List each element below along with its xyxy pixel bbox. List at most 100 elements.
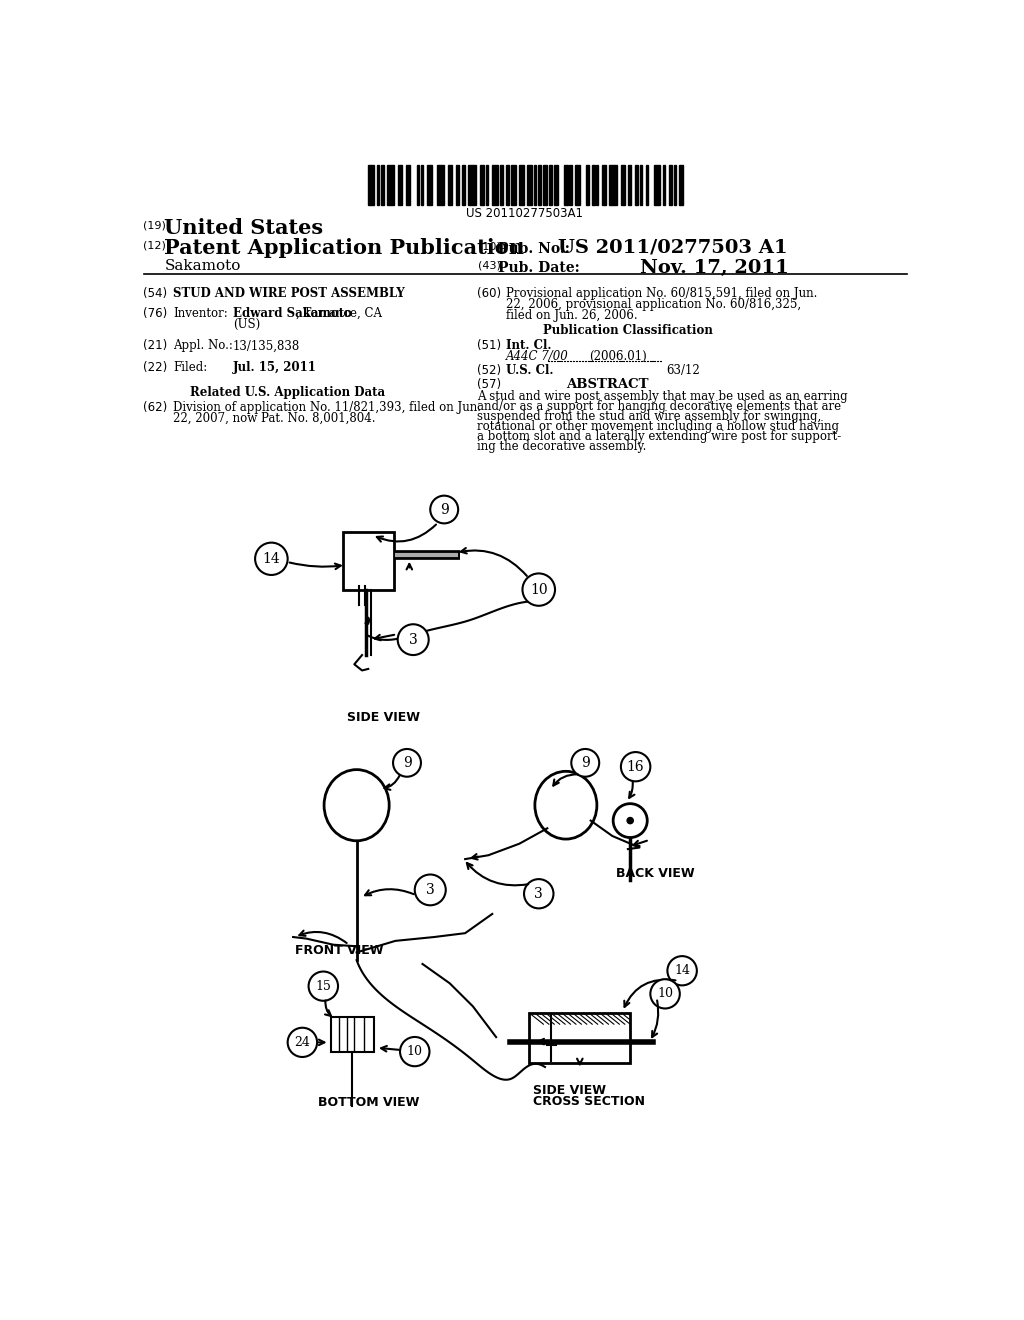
Bar bbox=[569, 165, 572, 205]
Bar bbox=[519, 165, 524, 205]
Text: U.S. Cl.: U.S. Cl. bbox=[506, 364, 554, 378]
Bar bbox=[406, 165, 410, 205]
Text: 10: 10 bbox=[530, 582, 548, 597]
Text: 14: 14 bbox=[262, 552, 281, 566]
Text: SIDE VIEW: SIDE VIEW bbox=[532, 1084, 605, 1097]
Text: and/or as a support for hanging decorative elements that are: and/or as a support for hanging decorati… bbox=[477, 400, 841, 413]
Text: Nov. 17, 2011: Nov. 17, 2011 bbox=[640, 259, 788, 276]
Bar bbox=[386, 165, 394, 205]
Text: Appl. No.:: Appl. No.: bbox=[173, 339, 232, 352]
Text: filed on Jun. 26, 2006.: filed on Jun. 26, 2006. bbox=[506, 309, 638, 322]
Text: 14: 14 bbox=[674, 964, 690, 977]
Text: (60): (60) bbox=[477, 286, 501, 300]
Text: Jul. 15, 2011: Jul. 15, 2011 bbox=[232, 360, 316, 374]
Text: CROSS SECTION: CROSS SECTION bbox=[532, 1096, 644, 1109]
Text: Publication Classification: Publication Classification bbox=[543, 323, 713, 337]
Bar bbox=[480, 165, 483, 205]
Text: 16: 16 bbox=[627, 760, 644, 774]
Bar bbox=[462, 165, 465, 205]
Text: rotational or other movement including a hollow stud having: rotational or other movement including a… bbox=[477, 420, 839, 433]
Text: United States: United States bbox=[165, 218, 324, 238]
Bar bbox=[609, 165, 616, 205]
Text: 3: 3 bbox=[535, 887, 543, 900]
Text: ABSTRACT: ABSTRACT bbox=[566, 378, 648, 391]
Circle shape bbox=[415, 875, 445, 906]
Bar bbox=[586, 165, 589, 205]
Text: 15: 15 bbox=[315, 979, 331, 993]
Bar bbox=[421, 165, 423, 205]
Text: (12): (12) bbox=[143, 240, 166, 251]
Circle shape bbox=[397, 624, 429, 655]
Bar bbox=[369, 165, 374, 205]
Text: Provisional application No. 60/815,591, filed on Jun.: Provisional application No. 60/815,591, … bbox=[506, 286, 817, 300]
Text: US 2011/0277503 A1: US 2011/0277503 A1 bbox=[558, 239, 787, 256]
Bar bbox=[554, 165, 558, 205]
Bar bbox=[669, 165, 672, 205]
Text: A stud and wire post assembly that may be used as an earring: A stud and wire post assembly that may b… bbox=[477, 391, 848, 403]
Circle shape bbox=[621, 752, 650, 781]
Bar bbox=[377, 165, 379, 205]
Text: 3: 3 bbox=[426, 883, 434, 896]
Text: 24: 24 bbox=[295, 1036, 310, 1049]
Text: Pub. Date:: Pub. Date: bbox=[499, 261, 581, 275]
Circle shape bbox=[522, 573, 555, 606]
Circle shape bbox=[613, 804, 647, 838]
Bar bbox=[381, 165, 384, 205]
Text: 9: 9 bbox=[581, 756, 590, 770]
Text: , Torrance, CA: , Torrance, CA bbox=[296, 308, 382, 319]
Text: 10: 10 bbox=[657, 987, 673, 1001]
Text: Related U.S. Application Data: Related U.S. Application Data bbox=[190, 385, 385, 399]
Text: Edward Sakamoto: Edward Sakamoto bbox=[232, 308, 351, 319]
Bar bbox=[500, 165, 503, 205]
Text: FRONT VIEW: FRONT VIEW bbox=[295, 944, 383, 957]
Bar bbox=[629, 165, 631, 205]
Circle shape bbox=[524, 879, 554, 908]
Text: SIDE VIEW: SIDE VIEW bbox=[346, 711, 420, 725]
Bar bbox=[468, 165, 476, 205]
Text: STUD AND WIRE POST ASSEMBLY: STUD AND WIRE POST ASSEMBLY bbox=[173, 286, 404, 300]
Circle shape bbox=[288, 1028, 317, 1057]
Bar bbox=[529, 1014, 630, 1063]
Bar bbox=[592, 165, 595, 205]
Circle shape bbox=[255, 543, 288, 576]
Bar bbox=[527, 165, 531, 205]
Text: suspended from the stud and wire assembly for swinging,: suspended from the stud and wire assembl… bbox=[477, 411, 821, 424]
Bar bbox=[635, 165, 638, 205]
Bar bbox=[679, 165, 683, 205]
Bar bbox=[602, 165, 606, 205]
Ellipse shape bbox=[324, 770, 389, 841]
Text: Division of application No. 11/821,393, filed on Jun.: Division of application No. 11/821,393, … bbox=[173, 401, 481, 414]
Bar bbox=[645, 165, 648, 205]
Bar bbox=[596, 165, 598, 205]
Text: 10: 10 bbox=[407, 1045, 423, 1059]
Text: 22, 2007, now Pat. No. 8,001,804.: 22, 2007, now Pat. No. 8,001,804. bbox=[173, 412, 376, 425]
Text: Inventor:: Inventor: bbox=[173, 308, 227, 319]
Text: (52): (52) bbox=[477, 364, 501, 378]
Bar bbox=[449, 165, 452, 205]
Circle shape bbox=[400, 1038, 429, 1067]
Text: (22): (22) bbox=[143, 360, 168, 374]
Text: (10): (10) bbox=[478, 242, 501, 252]
Bar bbox=[621, 165, 626, 205]
Ellipse shape bbox=[535, 771, 597, 840]
Circle shape bbox=[430, 495, 458, 523]
Bar bbox=[436, 165, 444, 205]
Text: Int. Cl.: Int. Cl. bbox=[506, 339, 552, 352]
Bar bbox=[534, 165, 536, 205]
Bar bbox=[654, 165, 660, 205]
Text: 9: 9 bbox=[402, 756, 412, 770]
Circle shape bbox=[393, 748, 421, 776]
Text: a bottom slot and a laterally extending wire post for support-: a bottom slot and a laterally extending … bbox=[477, 430, 841, 444]
Text: (57): (57) bbox=[477, 378, 501, 391]
Circle shape bbox=[627, 817, 633, 824]
Text: Filed:: Filed: bbox=[173, 360, 207, 374]
Bar bbox=[575, 165, 580, 205]
Bar bbox=[663, 165, 665, 205]
Bar bbox=[564, 165, 567, 205]
Bar bbox=[331, 1016, 374, 1052]
Text: 3: 3 bbox=[409, 632, 418, 647]
Text: 9: 9 bbox=[440, 503, 449, 516]
Text: ing the decorative assembly.: ing the decorative assembly. bbox=[477, 441, 646, 453]
Bar bbox=[675, 165, 677, 205]
Circle shape bbox=[650, 979, 680, 1008]
